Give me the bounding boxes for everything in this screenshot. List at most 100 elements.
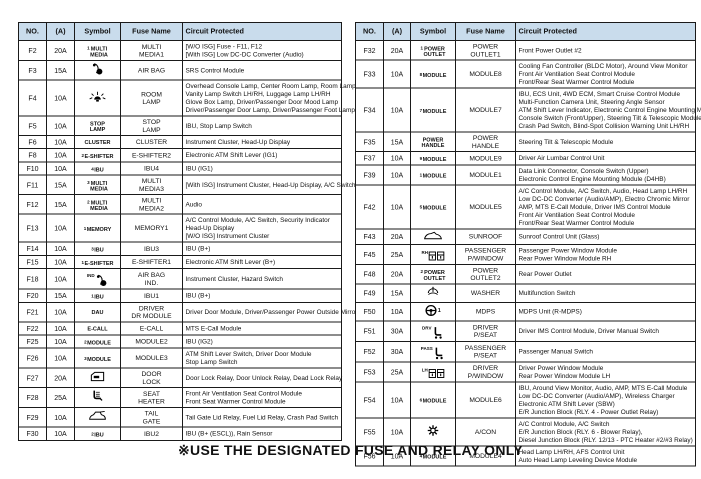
fuse-name-cell: IBU1 — [120, 288, 183, 303]
right-fuse-table: NO. (A) Symbol Fuse Name Circuit Protect… — [355, 22, 701, 467]
fuse-symbol: DAU — [92, 310, 104, 316]
fuse-symbol — [89, 410, 106, 422]
fuse-no-cell: F27 — [18, 367, 47, 388]
fuse-row-f29: F29 10A TAIL GATE Tail Gate Lid Relay, Fuel … — [18, 407, 342, 428]
fuse-symbol: 1 MODULE — [420, 173, 447, 180]
symbol-text: IBU — [94, 247, 104, 253]
fuse-symbol: 4 IBU — [91, 166, 103, 173]
amperage-cell: 10A — [46, 148, 75, 163]
symbol-text: MODULE — [422, 72, 447, 79]
fuse-row-f52: F52 30A PASS PASSENGER P/SEAT Passenger Manua… — [355, 340, 696, 363]
circuit-protected-cell: Audio — [182, 194, 342, 215]
symbol-superscript: LH — [421, 367, 428, 373]
symbol-superscript: 4 — [419, 453, 423, 459]
fuse-no-cell: F32 — [355, 40, 384, 61]
amperage-cell: 15A — [383, 131, 411, 152]
amperage-cell: 20A — [383, 228, 411, 245]
circuit-protected-cell: MDPS Unit (R-MDPS) — [515, 301, 696, 322]
fuse-symbol: STOP LAMP — [90, 121, 106, 133]
fuse-name-cell: MODULE9 — [455, 151, 516, 166]
fuse-no-cell: F51 — [355, 320, 384, 342]
symbol-text: POWER OUTLET — [423, 45, 446, 58]
fuse-row-f32: F32 20A 1 POWER OUTLET POWER OUTLET1 Front Powe… — [355, 40, 696, 61]
amperage-cell: 10A — [46, 407, 75, 428]
fuse-symbol — [427, 425, 439, 437]
fuse-row-f21: F21 10A DAU DRIVER DR MODULE Driver Door Modu… — [18, 301, 357, 323]
amperage-cell: 10A — [383, 301, 411, 322]
circuit-protected-cell: Rear Power Outlet — [515, 263, 696, 285]
fuse-row-f18: F18 10A IND AIR BAG IND. Instrument Cluster, … — [18, 268, 342, 290]
circuit-protected-cell: Head Lamp LH/RH, AFS Control Unit Auto He… — [515, 445, 696, 467]
symbol-superscript: 4 — [91, 166, 94, 172]
circuit-protected-cell: IBU (IG1) — [182, 161, 342, 176]
airbag-icon — [91, 63, 104, 76]
fuse-row-f49: F49 15A WASHER Multifunction Switch — [355, 283, 696, 303]
fuse-no-cell: F2 — [18, 40, 47, 61]
fuse-row-f30: F30 10A 2 IBU IBU2 IBU (B+ (ESCL)), Rain Sens… — [18, 426, 342, 441]
fuse-name-cell: SUNROOF — [455, 228, 516, 245]
fuse-symbol: 1 POWER OUTLET — [420, 45, 446, 58]
fuse-row-f48: F48 20A 2 POWER OUTLET POWER OUTLET2 Rear Power… — [355, 263, 696, 285]
fuse-name-cell: IBU2 — [120, 426, 183, 441]
fuse-symbol: E-CALL — [87, 326, 107, 332]
fuse-no-cell: F52 — [355, 340, 384, 363]
circuit-protected-cell: Multifunction Switch — [515, 283, 696, 303]
fuse-row-f26: F26 10A 3 MODULE MODULE3 ATM Shift Lever Swit… — [18, 347, 342, 369]
fuse-symbol: 5 MODULE — [420, 205, 447, 212]
fuse-row-f54: F54 10A 6 MODULE MODULE6 IBU, Around View Mon… — [355, 381, 696, 419]
fan-icon — [427, 425, 439, 437]
circuit-protected-cell: Driver Power Window Module Rear Power Win… — [515, 361, 696, 383]
col-header-circuit: Circuit Protected — [182, 22, 342, 41]
amperage-cell: 20A — [383, 263, 411, 285]
circuit-protected-cell: [With ISG] Instrument Cluster, Head-Up D… — [182, 174, 356, 195]
circuit-protected-cell: A/C Control Module, A/C Switch E/R Juncti… — [515, 417, 696, 447]
fuse-symbol — [91, 63, 104, 76]
amperage-cell: 20A — [46, 367, 75, 388]
circuit-protected-cell: MTS E-Call Module — [182, 321, 342, 336]
circuit-protected-cell: Driver IMS Control Module, Driver Manual… — [515, 320, 696, 342]
fuse-symbol — [89, 91, 106, 103]
circuit-protected-cell: Passenger Power Window Module Rear Power … — [515, 243, 696, 265]
fuse-name-cell: MODULE6 — [455, 381, 516, 419]
fuse-name-cell: MULTI MEDIA2 — [120, 194, 183, 215]
circuit-protected-cell: IBU, Stop Lamp Switch — [182, 115, 342, 136]
symbol-superscript: 1 — [81, 259, 84, 265]
symbol-cell: 5 MODULE — [410, 184, 456, 230]
fuse-no-cell: F18 — [18, 268, 47, 290]
fuse-no-cell: F6 — [18, 135, 47, 149]
symbol-cell: 3 MULTI MEDIA — [74, 174, 121, 195]
symbol-cell: 1 MULTI MEDIA — [74, 40, 121, 61]
circuit-protected-cell: IBU (B+) — [182, 241, 342, 256]
circuit-protected-cell: Tail Gate Lid Relay, Fuel Lid Relay, Cra… — [182, 407, 342, 428]
room-lamp-icon — [89, 91, 106, 103]
circuit-protected-cell: Overhead Console Lamp, Center Room Lamp,… — [182, 79, 356, 117]
symbol-cell: 8 MODULE — [410, 59, 456, 89]
fuse-no-cell: F25 — [18, 334, 47, 349]
amperage-cell: 25A — [46, 387, 75, 408]
col-header-no: NO. — [18, 22, 47, 41]
fuse-no-cell: F20 — [18, 288, 47, 303]
symbol-text: E-SHIFTER — [84, 153, 114, 160]
symbol-cell: PASS — [410, 340, 456, 363]
symbol-superscript: 2 — [84, 339, 87, 345]
power-seat-icon — [432, 326, 444, 339]
fuse-symbol: 1 E-SHIFTER — [81, 259, 113, 267]
symbol-cell: LH — [410, 361, 456, 383]
amperage-cell: 10A — [46, 347, 75, 369]
fuse-name-cell: MULTI MEDIA3 — [120, 174, 183, 195]
symbol-text: IBU — [94, 294, 104, 300]
fuse-no-cell: F53 — [355, 361, 384, 383]
circuit-protected-cell: Front Air Ventilation Seat Control Modul… — [182, 387, 342, 408]
symbol-text: MULTI MEDIA — [90, 46, 108, 58]
fuse-name-cell: E-SHIFTER2 — [120, 148, 183, 163]
fuse-name-cell: E-CALL — [120, 321, 183, 336]
power-seat-icon — [433, 347, 445, 360]
symbol-cell — [74, 387, 121, 408]
symbol-cell: RH — [410, 243, 456, 265]
fuse-name-cell: MDPS — [455, 301, 516, 322]
symbol-suffix: 1 — [437, 307, 441, 314]
fuse-row-f27: F27 20A DOOR LOCK Door Lock Relay, Door Unlo… — [18, 367, 342, 388]
fuse-no-cell: F14 — [18, 241, 47, 256]
symbol-cell: 1 E-SHIFTER — [74, 254, 121, 269]
symbol-text: MODULE — [422, 454, 447, 461]
